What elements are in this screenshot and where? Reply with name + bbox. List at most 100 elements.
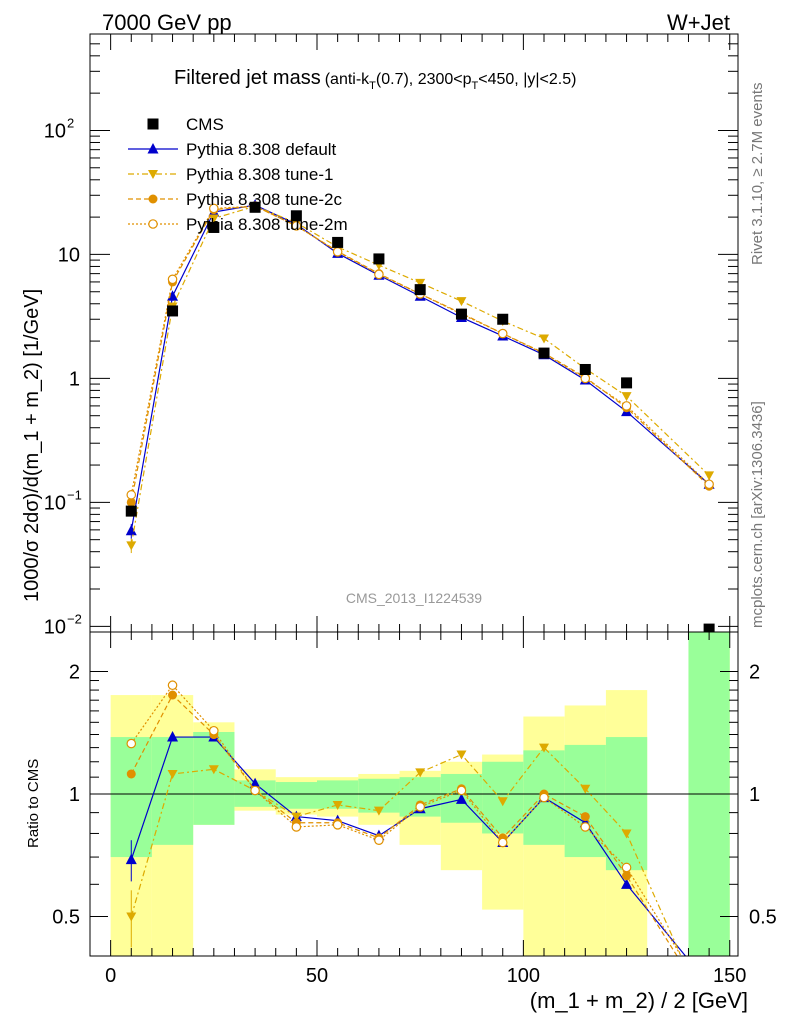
main-line-tune2c xyxy=(130,205,710,503)
main-point-cms-9 xyxy=(497,313,509,325)
main-title-detail-2: T xyxy=(369,80,376,92)
main-title-text: Filtered jet mass xyxy=(174,67,321,89)
main-point-cms-8 xyxy=(455,308,467,320)
ratio-line-tune2m xyxy=(130,684,682,956)
ratio-point-default-3 xyxy=(249,777,261,789)
ratio-point-tune2c-0 xyxy=(126,769,136,779)
main-point-tune2c-0 xyxy=(126,497,136,507)
ratio-point-tune1-7 xyxy=(415,768,426,778)
ratio-point-tune2m-11 xyxy=(580,822,591,832)
main-point-tune1-8 xyxy=(456,297,467,307)
x-tick-label-1: 50 xyxy=(306,965,328,987)
ratio-axes: 0 50 100 150 0.5 0.5 1 1 2 2 xyxy=(52,632,777,987)
legend-label-tune2m: Pythia 8.308 tune-2m xyxy=(186,215,348,234)
header-right: W+Jet xyxy=(667,10,730,35)
ratio-point-tune2c-11 xyxy=(580,812,590,822)
main-point-tune1-7 xyxy=(415,278,426,288)
x-tick-label-0: 0 xyxy=(105,965,116,987)
ratio-band-inner-0 xyxy=(110,737,152,858)
main-title-group: Filtered jet mass (anti-kT(0.7), 2300<pT<… xyxy=(174,67,576,92)
main-point-tune1-0 xyxy=(126,541,137,551)
main-point-tune2m-5 xyxy=(332,247,343,257)
main-point-tune2m-9 xyxy=(497,328,508,339)
ratio-point-tune2m-6 xyxy=(374,835,384,846)
main-ytick-label-3: 10 xyxy=(58,244,80,266)
main-point-cms-10 xyxy=(538,347,550,359)
main-point-tune2m-6 xyxy=(374,269,384,280)
ratio-point-tune2m-4 xyxy=(291,822,302,832)
legend-label-default: Pythia 8.308 default xyxy=(186,140,337,159)
main-line-tune1 xyxy=(130,205,710,546)
main-point-tune2m-12 xyxy=(621,401,632,411)
main-ytick-label-1: 10 xyxy=(44,492,66,514)
main-y-axis-label: 1000/σ 2dσ)/d(m_1 + m_2) [1/GeV] xyxy=(21,289,43,602)
side-label-mcplots: mcplots.cern.ch [arXiv:1306.3436] xyxy=(749,401,766,628)
ratio-point-default-8 xyxy=(455,793,467,804)
ratio-point-tune1-2 xyxy=(208,765,219,775)
ratio-band-inner-4 xyxy=(275,782,318,809)
main-line-default xyxy=(130,204,710,531)
ratio-point-tune1-9 xyxy=(497,797,508,807)
ratio-point-tune1-0 xyxy=(126,912,137,922)
legend-marker-default xyxy=(147,143,159,154)
ratio-point-tune1-6 xyxy=(373,806,384,816)
legend-label-tune2c: Pythia 8.308 tune-2c xyxy=(186,190,342,209)
ratio-band-inner-12 xyxy=(605,737,648,871)
ratio-ytick-label-left-2: 2 xyxy=(69,661,80,683)
main-title-detail-1: (anti-k xyxy=(325,71,370,88)
side-label-rivet: Rivet 3.1.10, ≥ 2.7M events xyxy=(749,83,766,266)
header-left: 7000 GeV pp xyxy=(102,10,232,35)
ratio-point-tune2m-7 xyxy=(415,802,425,812)
ratio-point-tune1-11 xyxy=(580,784,591,794)
main-title-detail-5: <450, |y|<2.5) xyxy=(478,71,576,88)
ratio-ytick-label-right-2: 2 xyxy=(749,661,760,683)
main-title-detail-4: T xyxy=(472,80,479,92)
main-line-tune2m xyxy=(130,205,710,495)
ratio-point-tune2m-12 xyxy=(621,862,632,873)
ratio-point-default-0 xyxy=(125,853,137,865)
main-point-cms-2 xyxy=(208,221,220,233)
ratio-ytick-label-left-1: 1 xyxy=(69,784,80,806)
legend-marker-tune1 xyxy=(148,170,158,179)
main-ytick-label-4: 10 xyxy=(44,120,66,142)
main-point-cms-3 xyxy=(249,201,261,213)
ratio-point-default-1 xyxy=(167,731,179,742)
ratio-band-inner-11 xyxy=(564,744,606,858)
main-point-cms-0 xyxy=(125,505,137,517)
main-point-cms-4 xyxy=(290,210,302,222)
ratio-point-tune1-5 xyxy=(332,800,343,810)
ratio-point-tune1-10 xyxy=(539,743,550,753)
ratio-point-tune1-4 xyxy=(291,812,302,822)
main-point-tune1-13 xyxy=(704,471,715,481)
main-series-layer xyxy=(125,199,715,632)
ratio-point-tune1-8 xyxy=(456,750,467,760)
main-point-tune1-10 xyxy=(539,334,550,344)
ratio-point-tune2m-10 xyxy=(539,792,549,803)
main-point-cms-12 xyxy=(621,377,633,389)
legend-label-tune1: Pythia 8.308 tune-1 xyxy=(186,165,333,184)
x-axis-label: (m_1 + m_2) / 2 [GeV] xyxy=(530,988,748,1013)
watermark: CMS_2013_I1224539 xyxy=(346,590,482,606)
main-ytick-exp-1: −1 xyxy=(67,487,82,502)
main-point-tune2m-4 xyxy=(291,221,302,231)
legend-label-cms: CMS xyxy=(186,115,224,134)
ratio-point-tune2c-12 xyxy=(622,871,632,881)
ratio-y-axis-label: Ratio to CMS xyxy=(25,759,42,848)
ratio-ytick-label-right-1: 1 xyxy=(749,784,760,806)
main-point-tune2m-0 xyxy=(126,490,137,500)
ratio-point-tune2m-1 xyxy=(167,680,178,691)
legend-marker-tune2m xyxy=(148,219,158,229)
main-point-tune2m-11 xyxy=(580,373,591,384)
ratio-line-tune2c xyxy=(130,694,678,956)
ratio-line-default xyxy=(130,736,687,956)
ratio-point-tune2m-8 xyxy=(456,785,467,796)
main-point-tune2m-13 xyxy=(704,479,714,490)
ratio-point-tune2m-9 xyxy=(497,837,508,848)
main-point-cms-5 xyxy=(332,236,344,248)
ratio-line-tune1 xyxy=(130,746,682,956)
legend: CMS Pythia 8.308 default Pythia 8.308 tune… xyxy=(128,115,348,234)
main-ytick-exp-4: 2 xyxy=(67,115,74,130)
legend-marker-cms xyxy=(147,118,159,130)
